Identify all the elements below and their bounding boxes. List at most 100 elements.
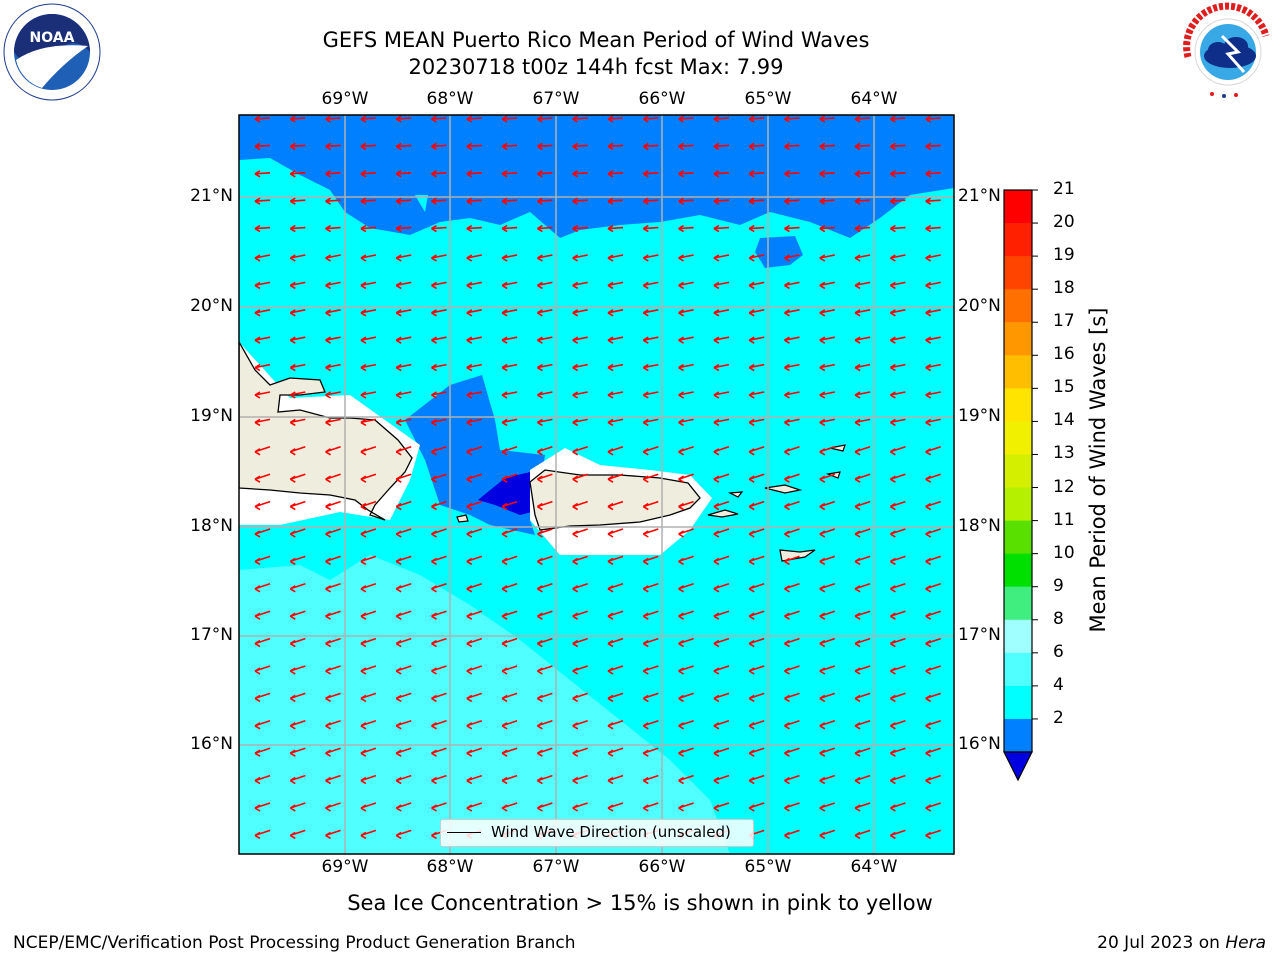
wind-wave-arrow xyxy=(889,336,906,344)
wind-wave-arrow xyxy=(536,500,553,511)
wind-wave-arrow xyxy=(572,254,588,262)
wind-wave-arrow xyxy=(854,692,871,703)
wind-wave-arrow xyxy=(431,391,447,399)
wind-wave-arrow xyxy=(360,309,377,317)
wind-wave-arrow xyxy=(889,224,906,233)
wind-wave-arrow xyxy=(360,583,377,593)
wind-wave-arrow xyxy=(431,336,447,344)
wind-wave-arrow xyxy=(395,720,412,730)
wind-wave-arrow xyxy=(784,637,800,648)
wind-wave-arrow xyxy=(395,363,412,372)
wind-wave-arrow xyxy=(925,142,941,151)
wind-wave-arrow xyxy=(360,747,377,757)
wind-wave-arrow xyxy=(713,692,730,703)
wind-wave-arrow xyxy=(678,747,694,757)
wind-wave-arrow xyxy=(819,254,835,262)
wind-wave-arrow xyxy=(784,610,800,620)
wind-wave-arrow xyxy=(501,336,518,344)
wind-wave-arrow xyxy=(678,170,694,178)
wind-wave-arrow xyxy=(289,528,306,538)
wind-wave-arrow xyxy=(536,115,553,123)
wind-wave-arrow xyxy=(678,774,694,785)
wind-wave-arrow xyxy=(536,391,553,399)
wind-wave-arrow xyxy=(289,802,306,812)
wind-wave-arrow xyxy=(395,224,412,233)
wind-wave-arrow xyxy=(819,473,836,483)
colorbar-swatch xyxy=(1004,685,1032,720)
wind-wave-arrow xyxy=(889,692,906,703)
wind-wave-arrow xyxy=(925,692,941,703)
wind-wave-arrow xyxy=(854,528,871,538)
wind-wave-arrow xyxy=(607,224,624,233)
wind-wave-arrow xyxy=(784,170,800,178)
colorbar-tick-label: 8 xyxy=(1053,608,1064,629)
wind-wave-arrow xyxy=(360,720,377,730)
wind-wave-arrow xyxy=(325,418,341,427)
wind-wave-arrow xyxy=(784,142,800,151)
wind-wave-arrow xyxy=(784,555,800,566)
wind-wave-arrow xyxy=(748,170,765,178)
wind-wave-arrow xyxy=(395,309,412,317)
wind-wave-arrow xyxy=(854,446,871,456)
wind-wave-arrow xyxy=(642,692,659,703)
wind-wave-arrow xyxy=(289,309,306,317)
lon-tick-top-68w: 68°W xyxy=(426,89,474,109)
wind-wave-arrow xyxy=(925,720,941,730)
wind-wave-arrow xyxy=(889,829,906,840)
wind-wave-arrow xyxy=(678,142,694,151)
wind-wave-arrow xyxy=(607,802,624,812)
wind-wave-arrow xyxy=(748,115,765,123)
band-2-4-patch xyxy=(755,236,803,268)
colorbar-tick-label: 11 xyxy=(1053,509,1075,530)
wind-wave-arrow xyxy=(360,391,377,399)
colorbar-tick-label: 18 xyxy=(1053,278,1075,299)
lon-tick-bottom-66w: 66°W xyxy=(638,857,686,877)
wind-wave-arrow xyxy=(289,197,306,205)
wind-wave-arrow xyxy=(572,363,588,372)
wind-wave-arrow xyxy=(325,720,341,730)
wind-wave-arrow xyxy=(784,774,800,785)
wind-wave-arrow xyxy=(784,281,800,290)
wind-wave-arrow xyxy=(289,363,306,372)
wind-wave-arrow xyxy=(784,115,800,123)
lon-tick-bottom-69w: 69°W xyxy=(321,857,369,877)
wind-wave-arrow xyxy=(572,446,588,456)
lon-tick-top-66w: 66°W xyxy=(638,89,686,109)
wind-wave-arrow xyxy=(678,418,694,427)
wind-wave-arrow xyxy=(854,720,871,730)
wind-wave-arrow xyxy=(572,610,588,620)
lat-tick-left-19n: 19°N xyxy=(190,406,233,426)
wind-wave-arrow xyxy=(607,473,624,483)
wind-wave-arrow xyxy=(395,254,412,262)
wind-wave-arrow xyxy=(254,391,271,399)
wind-wave-arrow xyxy=(254,528,271,538)
wind-wave-arrow xyxy=(748,418,765,427)
puerto-rico-land xyxy=(529,469,701,531)
wind-wave-arrow xyxy=(607,500,624,511)
map-title: GEFS MEAN Puerto Rico Mean Period of Win… xyxy=(322,28,870,52)
wind-wave-arrow xyxy=(536,747,553,757)
wind-wave-arrow xyxy=(466,446,483,456)
wind-wave-arrow xyxy=(678,224,694,233)
wind-wave-arrow xyxy=(889,254,906,262)
wind-wave-arrow xyxy=(254,418,271,427)
wind-wave-arrow xyxy=(854,637,871,648)
wind-wave-arrow xyxy=(501,170,518,178)
wind-wave-direction-arrows xyxy=(254,115,941,840)
wind-wave-arrow xyxy=(466,254,482,262)
wind-wave-arrow xyxy=(466,115,482,123)
wind-wave-arrow xyxy=(854,254,871,262)
wind-wave-arrow xyxy=(607,391,624,399)
wind-wave-arrow xyxy=(431,583,447,593)
wind-wave-arrow xyxy=(325,802,341,812)
wind-wave-arrow xyxy=(501,583,518,593)
wind-wave-arrow xyxy=(466,142,482,151)
wind-wave-arrow xyxy=(289,610,306,620)
wind-wave-arrow xyxy=(501,224,518,233)
wind-wave-arrow xyxy=(536,473,553,483)
wind-wave-arrow xyxy=(360,610,377,620)
wind-wave-arrow xyxy=(572,224,588,233)
wind-wave-arrow xyxy=(536,665,553,675)
wind-wave-arrow xyxy=(784,336,800,344)
colorbar-tick-label: 16 xyxy=(1053,344,1075,365)
